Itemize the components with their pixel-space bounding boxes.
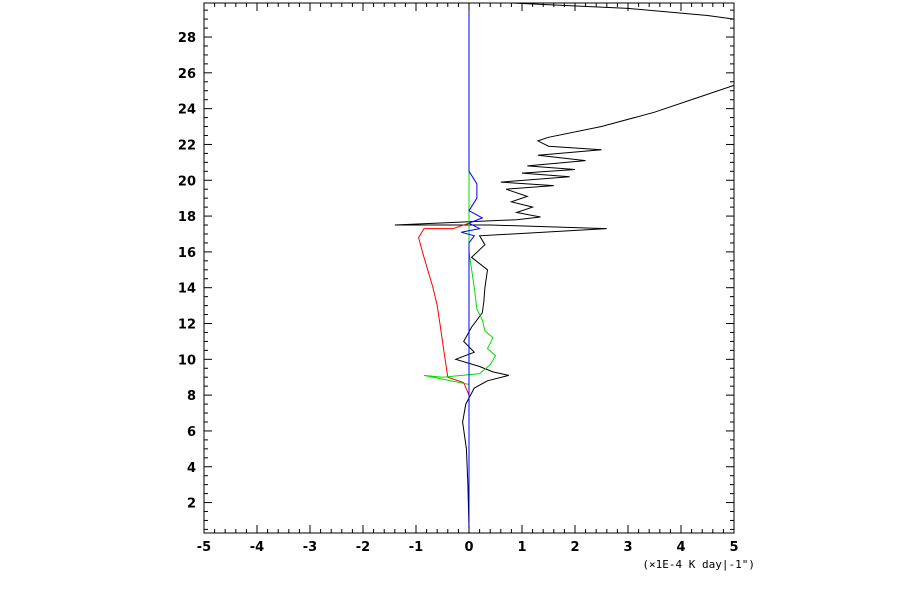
y-tick-label: 2 <box>187 497 196 512</box>
x-unit-label: (×1E-4 K day|-1") <box>642 558 755 571</box>
x-tick-label: 3 <box>623 540 632 555</box>
y-tick-label: 28 <box>178 31 196 46</box>
series-layer <box>394 3 734 530</box>
y-tick-label: 18 <box>178 210 196 225</box>
x-tick-label: 1 <box>517 540 526 555</box>
y-tick-label: 16 <box>178 246 196 261</box>
series-line-1 <box>394 84 734 530</box>
x-tick-label: 0 <box>464 540 473 555</box>
y-tick-label: 26 <box>178 67 196 82</box>
series-line-2 <box>511 3 734 20</box>
y-tick-label: 12 <box>178 318 196 333</box>
y-tick-label: 8 <box>187 389 196 404</box>
x-tick-label: -5 <box>197 540 211 555</box>
x-tick-label: -1 <box>409 540 423 555</box>
y-tick-label: 4 <box>187 461 196 476</box>
series-line-4 <box>423 3 497 530</box>
series-line-5 <box>460 3 484 530</box>
x-tick-label: 5 <box>729 540 738 555</box>
y-tick-label: 6 <box>187 425 196 440</box>
y-tick-label: 10 <box>178 353 196 368</box>
y-tick-label: 24 <box>178 103 196 118</box>
x-tick-label: -2 <box>356 540 370 555</box>
y-tick-label: 14 <box>178 282 196 297</box>
x-tick-label: 2 <box>570 540 579 555</box>
series-line-3 <box>418 3 470 530</box>
y-tick-label: 20 <box>178 174 196 189</box>
x-tick-label: -4 <box>250 540 264 555</box>
x-tick-label: -3 <box>303 540 317 555</box>
y-tick-label: 22 <box>178 138 196 153</box>
x-tick-label: 4 <box>676 540 685 555</box>
